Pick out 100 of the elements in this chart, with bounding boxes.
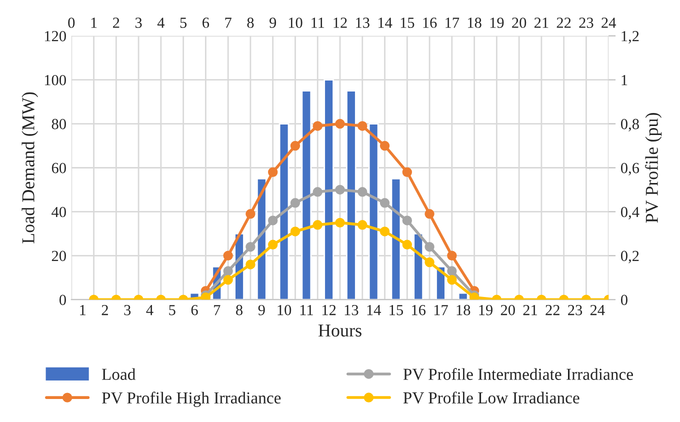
x2-tick-label: 18	[468, 18, 482, 28]
y2-tick-label: 0,8	[620, 118, 639, 132]
x-tick-label: 5	[169, 305, 176, 316]
x2-tick-label: 0	[68, 18, 75, 28]
x2-tick-label: 6	[202, 18, 210, 28]
bar	[390, 178, 402, 300]
point	[246, 260, 256, 270]
x2-tick-label: 21	[534, 18, 548, 28]
bar	[346, 90, 356, 300]
x2-tick-label: 14	[378, 18, 392, 28]
y2-tick-label: 0,2	[620, 250, 639, 264]
legend-label: Load	[102, 368, 136, 380]
point	[380, 226, 390, 236]
point	[246, 242, 256, 252]
y2-tick-label: 0,6	[620, 162, 640, 176]
x2-tick-label: 5	[180, 18, 187, 28]
x-tick-label: 13	[344, 304, 358, 316]
point	[447, 274, 457, 285]
point	[402, 240, 412, 250]
x-tick-label: 15	[390, 304, 403, 316]
x-tick-label: 24	[590, 304, 605, 316]
x-tick-label: 18	[456, 304, 470, 316]
x-tick-label: 9	[258, 304, 265, 316]
point	[447, 250, 457, 261]
bar	[368, 123, 379, 300]
point	[312, 220, 322, 230]
y2-axis-title: PV Profile (pu)	[645, 113, 662, 223]
x2-tick-label: 12	[334, 18, 347, 28]
bar	[278, 123, 290, 300]
x2-tick-label: 23	[579, 18, 594, 28]
x-tick-label: 2	[102, 304, 108, 316]
x2-tick-label: 17	[446, 18, 460, 28]
point	[223, 274, 233, 285]
x2-tick-label: 1	[91, 18, 97, 28]
x-tick-label: 12	[322, 304, 336, 316]
point	[358, 187, 368, 197]
x2-tick-label: 9	[270, 18, 276, 28]
legend-label: PV Profile High Irradiance	[102, 392, 281, 407]
x-tick-label: 11	[300, 304, 313, 316]
point	[424, 257, 434, 268]
x-tick-label: 7	[214, 305, 220, 316]
point	[402, 216, 412, 226]
point	[312, 121, 322, 131]
point	[358, 220, 368, 230]
x2-tick-label: 15	[400, 18, 414, 28]
x2-tick-label: 24	[602, 18, 616, 28]
point	[424, 209, 434, 219]
x-tick-label: 22	[546, 304, 560, 316]
y-tick-label: 20	[52, 250, 66, 262]
x2-tick-label: 20	[512, 18, 526, 28]
x2-tick-label: 11	[312, 18, 324, 28]
y2-tick-label: 0	[620, 294, 628, 306]
x2-tick-label: 3	[135, 18, 142, 28]
legend-label: PV Profile Intermediate Irradiance	[403, 368, 633, 380]
x-tick-label: 3	[124, 304, 131, 316]
point	[268, 167, 278, 177]
y2-tick-label: 1,2	[622, 31, 639, 44]
point	[223, 266, 233, 276]
x2-tick-label: 8	[247, 18, 254, 28]
x-tick-label: 14	[367, 304, 381, 316]
x2-tick-label: 22	[556, 18, 571, 28]
point	[268, 240, 278, 250]
y-tick-label: 120	[44, 31, 66, 42]
x-tick-label: 19	[479, 304, 493, 316]
point	[246, 209, 256, 219]
x2-tick-label: 10	[288, 18, 302, 28]
x-tick-label: 16	[412, 304, 426, 316]
point	[447, 266, 457, 276]
x2-tick-label: 16	[423, 18, 437, 28]
y-tick-label: 60	[52, 162, 66, 174]
point	[290, 198, 300, 208]
x2-tick-label: 4	[157, 18, 165, 28]
point	[312, 187, 322, 197]
point	[335, 184, 345, 195]
x-tick-label: 23	[568, 304, 582, 316]
point	[380, 140, 390, 151]
x-tick-label: 4	[146, 305, 154, 316]
x2-tick-label: 13	[356, 18, 370, 28]
point	[380, 198, 390, 208]
point	[223, 250, 233, 261]
y2-tick-label: 0,4	[620, 206, 640, 220]
x-tick-label: 10	[278, 304, 292, 316]
y-tick-label: 40	[52, 206, 66, 218]
bar	[413, 232, 424, 300]
bar	[301, 90, 312, 300]
x-tick-label: 1	[80, 304, 86, 316]
x-tick-label: 17	[434, 304, 448, 316]
point	[290, 140, 300, 151]
legend-label: PV Profile Low Irradiance	[403, 392, 580, 404]
point	[402, 167, 412, 177]
y-tick-label: 100	[44, 74, 66, 86]
x2-tick-label: 19	[490, 18, 504, 28]
y-tick-label: 80	[52, 118, 66, 130]
point	[335, 118, 345, 129]
point	[358, 121, 368, 131]
x-tick-label: 6	[191, 304, 198, 316]
bar	[324, 79, 334, 300]
x-tick-label: 20	[500, 304, 515, 316]
point	[290, 226, 300, 236]
x2-tick-label: 7	[225, 18, 232, 28]
